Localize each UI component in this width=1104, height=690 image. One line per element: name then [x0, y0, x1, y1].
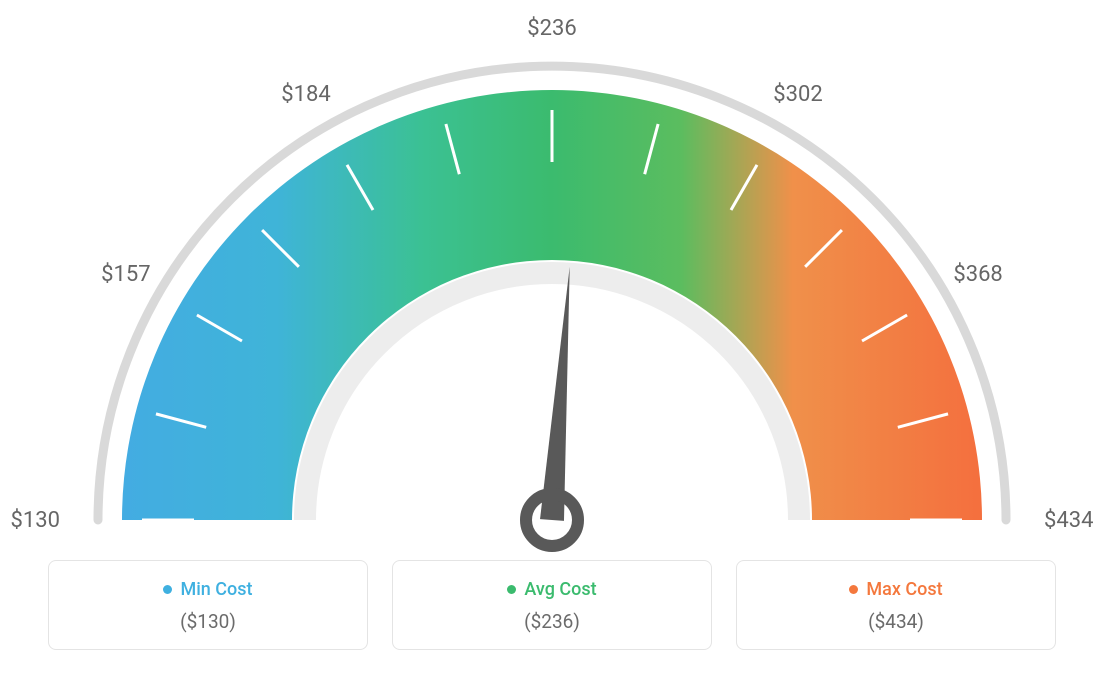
- gauge-tick-label: $157: [101, 262, 150, 287]
- legend-card-avg: Avg Cost ($236): [392, 560, 712, 650]
- legend-value-max: ($434): [747, 610, 1045, 633]
- legend-label-max: Max Cost: [866, 579, 942, 600]
- legend-row: Min Cost ($130) Avg Cost ($236) Max Cost…: [0, 560, 1104, 650]
- legend-card-min: Min Cost ($130): [48, 560, 368, 650]
- legend-value-min: ($130): [59, 610, 357, 633]
- legend-label-avg: Avg Cost: [524, 579, 596, 600]
- gauge-chart: $130 $157 $184 $236 $302 $368 $434: [0, 0, 1104, 560]
- legend-dot-avg: [507, 585, 516, 594]
- legend-dot-min: [163, 585, 172, 594]
- gauge-tick-label: $130: [11, 508, 60, 533]
- gauge-tick-label: $184: [281, 82, 330, 107]
- gauge-needle: [540, 267, 570, 521]
- gauge-tick-label: $368: [953, 262, 1002, 287]
- legend-value-avg: ($236): [403, 610, 701, 633]
- gauge-svg: $130 $157 $184 $236 $302 $368 $434: [0, 0, 1104, 560]
- gauge-tick-label: $434: [1044, 508, 1093, 533]
- legend-card-max: Max Cost ($434): [736, 560, 1056, 650]
- legend-dot-max: [849, 585, 858, 594]
- gauge-tick-label: $236: [527, 16, 576, 41]
- legend-label-min: Min Cost: [180, 579, 252, 600]
- gauge-tick-label: $302: [773, 82, 822, 107]
